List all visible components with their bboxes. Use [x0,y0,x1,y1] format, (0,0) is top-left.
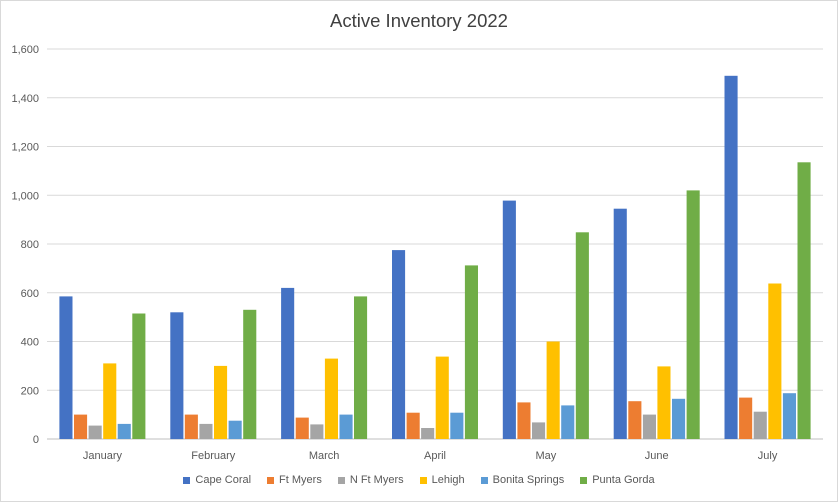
bar-bonita-springs-july [782,393,796,439]
bar-punta-gorda-march [354,296,368,439]
legend-label: Bonita Springs [492,474,565,486]
y-tick-label: 1,400 [11,93,39,105]
chart-title: Active Inventory 2022 [330,10,508,31]
bar-n-ft-myers-february [199,423,213,439]
legend-item: N Ft Myers [337,474,404,486]
bar-bonita-springs-june [672,398,686,439]
x-tick-label: January [83,450,123,462]
bar-ft-myers-april [406,412,420,439]
bar-n-ft-myers-january [88,425,102,439]
bar-bonita-springs-february [228,420,242,439]
bar-punta-gorda-april [464,265,478,439]
bar-bonita-springs-january [117,423,131,439]
bar-cape-coral-june [613,208,627,439]
bar-cape-coral-march [281,287,295,439]
legend-label: Punta Gorda [592,474,655,486]
bar-ft-myers-january [74,414,88,439]
y-tick-label: 0 [33,434,39,446]
x-tick-label: February [191,450,236,462]
x-tick-label: June [645,450,669,462]
y-tick-label: 400 [21,337,39,349]
bar-ft-myers-february [184,414,198,439]
bar-bonita-springs-march [339,414,353,439]
x-tick-label: July [758,450,778,462]
bar-n-ft-myers-may [532,422,546,439]
legend-item: Cape Coral [183,474,251,486]
bar-ft-myers-may [517,402,531,439]
bar-punta-gorda-july [797,162,811,440]
bar-punta-gorda-may [575,232,589,439]
bar-punta-gorda-june [686,190,700,439]
bar-ft-myers-march [295,417,309,439]
legend-swatch [337,476,345,484]
bar-lehigh-may [546,341,560,439]
legend-label: Cape Coral [195,474,252,486]
bar-punta-gorda-february [243,309,257,439]
bar-cape-coral-february [170,312,184,440]
bar-bonita-springs-may [561,405,575,439]
y-tick-label: 1,600 [11,44,39,56]
bar-lehigh-march [324,358,338,439]
legend-label: Ft Myers [279,474,322,486]
chart-legend: Cape Coral Ft Myers N Ft Myers Lehigh Bonita… [1,474,837,486]
y-tick-label: 1,000 [11,190,39,202]
legend-label: N Ft Myers [349,474,404,486]
bar-ft-myers-july [739,397,753,439]
bar-lehigh-april [435,356,449,439]
x-tick-label: April [424,450,446,462]
bar-n-ft-myers-april [421,428,435,439]
legend-swatch [267,476,275,484]
legend-swatch [419,476,427,484]
bar-n-ft-myers-june [642,414,656,439]
bar-cape-coral-april [392,250,406,439]
legend-item: Bonita Springs [480,474,565,486]
bar-n-ft-myers-march [310,424,324,439]
bar-cape-coral-may [502,200,516,439]
bar-lehigh-june [657,366,671,439]
bar-lehigh-february [214,365,228,439]
x-tick-label: May [535,450,556,462]
bar-n-ft-myers-july [753,411,767,439]
legend-label: Lehigh [431,474,465,486]
bar-lehigh-july [768,283,782,439]
bar-punta-gorda-january [132,313,146,439]
bar-cape-coral-july [724,75,738,440]
bar-ft-myers-june [628,401,642,439]
y-tick-label: 600 [21,288,39,300]
y-tick-label: 1,200 [11,142,39,154]
bar-cape-coral-january [59,296,73,439]
legend-swatch [183,476,191,484]
bar-lehigh-january [103,363,117,439]
x-tick-label: March [309,450,340,462]
legend-swatch [580,476,588,484]
legend-item: Ft Myers [267,474,322,486]
y-tick-label: 800 [21,239,39,251]
bar-bonita-springs-april [450,412,464,439]
y-tick-label: 200 [21,385,39,397]
legend-item: Punta Gorda [580,474,655,486]
legend-item: Lehigh [419,474,465,486]
legend-swatch [480,476,488,484]
